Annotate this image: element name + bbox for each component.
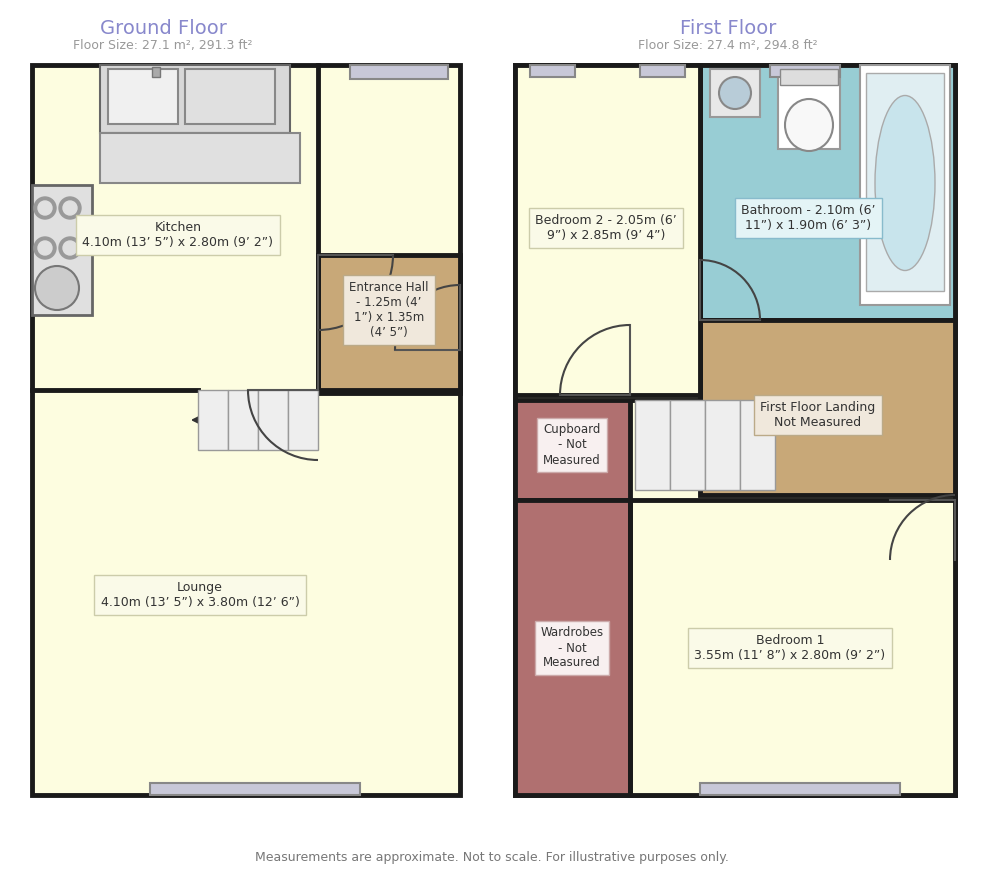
Bar (530, 65, 575, 77)
Bar (640, 65, 685, 77)
Bar (630, 500, 955, 795)
Bar (515, 65, 955, 795)
Bar (108, 69, 178, 124)
Text: Floor Size: 27.4 m², 294.8 ft²: Floor Size: 27.4 m², 294.8 ft² (638, 39, 818, 52)
Text: Entrance Hall
- 1.25m (4’
1”) x 1.35m
(4’ 5”): Entrance Hall - 1.25m (4’ 1”) x 1.35m (4… (350, 281, 428, 339)
Bar (185, 69, 275, 124)
Bar (515, 65, 700, 400)
Bar (318, 255, 460, 393)
Circle shape (38, 241, 52, 255)
Circle shape (35, 266, 79, 310)
Text: First Floor: First Floor (680, 19, 776, 37)
Bar (700, 320, 955, 495)
Bar (710, 69, 760, 117)
Bar (740, 400, 775, 490)
Bar (100, 133, 300, 183)
Bar (860, 65, 950, 305)
Bar (228, 390, 258, 450)
Bar (700, 783, 900, 795)
Bar (100, 65, 290, 133)
Circle shape (719, 77, 751, 109)
Text: Floor Size: 27.1 m², 291.3 ft²: Floor Size: 27.1 m², 291.3 ft² (73, 39, 253, 52)
Ellipse shape (875, 95, 935, 270)
Bar (515, 500, 630, 795)
Bar (32, 185, 92, 315)
Circle shape (59, 197, 81, 219)
Text: Kitchen
4.10m (13’ 5”) x 2.80m (9’ 2”): Kitchen 4.10m (13’ 5”) x 2.80m (9’ 2”) (83, 221, 274, 249)
Text: Wardrobes
- Not
Measured: Wardrobes - Not Measured (541, 627, 604, 669)
Text: Measurements are approximate. Not to scale. For illustrative purposes only.: Measurements are approximate. Not to sca… (255, 852, 729, 864)
Bar (350, 65, 448, 79)
Bar (515, 395, 630, 500)
Circle shape (59, 237, 81, 259)
Circle shape (63, 241, 77, 255)
Circle shape (34, 237, 56, 259)
Text: Lounge
4.10m (13’ 5”) x 3.80m (12’ 6”): Lounge 4.10m (13’ 5”) x 3.80m (12’ 6”) (100, 581, 299, 609)
Text: Bedroom 2 - 2.05m (6’
9”) x 2.85m (9’ 4”): Bedroom 2 - 2.05m (6’ 9”) x 2.85m (9’ 4”… (535, 214, 677, 242)
Bar (635, 400, 670, 490)
Bar (866, 73, 944, 291)
Circle shape (63, 201, 77, 215)
Bar (778, 69, 840, 149)
Text: Ground Floor: Ground Floor (99, 19, 227, 37)
Bar (705, 400, 740, 490)
Bar (32, 65, 460, 795)
Bar (670, 400, 705, 490)
Bar (770, 65, 840, 77)
Text: Cupboard
- Not
Measured: Cupboard - Not Measured (543, 423, 601, 467)
Bar (288, 390, 318, 450)
Bar (258, 390, 288, 450)
Circle shape (38, 201, 52, 215)
Text: Bathroom - 2.10m (6’
11”) x 1.90m (6’ 3”): Bathroom - 2.10m (6’ 11”) x 1.90m (6’ 3”… (741, 204, 876, 232)
Bar (700, 65, 955, 320)
Text: First Floor Landing
Not Measured: First Floor Landing Not Measured (760, 401, 876, 429)
Text: Bedroom 1
3.55m (11’ 8”) x 2.80m (9’ 2”): Bedroom 1 3.55m (11’ 8”) x 2.80m (9’ 2”) (694, 634, 886, 662)
Bar (198, 390, 228, 450)
Bar (150, 783, 360, 795)
Bar (152, 67, 160, 77)
Bar (780, 69, 838, 85)
Circle shape (34, 197, 56, 219)
Ellipse shape (785, 99, 833, 151)
